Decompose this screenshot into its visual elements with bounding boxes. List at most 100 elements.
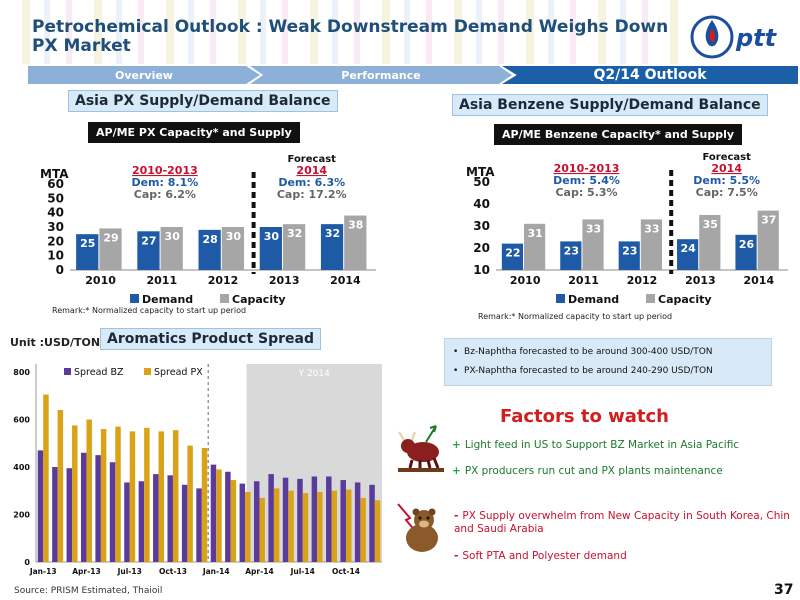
spread-bz-bar — [239, 483, 246, 562]
x-tick-label: Jul-14 — [290, 567, 315, 576]
legend-demand-swatch — [130, 294, 139, 303]
factor-positive-1: + Light feed in US to Support BZ Market i… — [452, 439, 740, 451]
spread-bz-bar — [109, 462, 116, 562]
y-tick-label: 30 — [47, 220, 64, 234]
legend-px-swatch — [144, 368, 151, 375]
legend-capacity-swatch — [220, 294, 229, 303]
spread-box-title: Aromatics Product Spread — [100, 328, 321, 350]
annotation-demand-growth: Dem: 8.1% — [131, 176, 198, 189]
spread-bz-bar — [326, 476, 332, 562]
bar-value-label: 23 — [564, 244, 579, 257]
spread-chart: Y 2014 0 200 400 600 800 Jan-13 Apr-13 Jul-13 Oct… — [13, 364, 382, 576]
x-tick-label: 2012 — [208, 274, 239, 287]
spread-bz-bar — [282, 477, 289, 562]
y-tick-label: 30 — [473, 219, 490, 233]
bar-value-label: 30 — [226, 230, 242, 243]
y-tick-label: 0 — [24, 558, 30, 567]
bar-value-label: 26 — [739, 238, 755, 251]
spread-px-bar — [345, 489, 352, 562]
bullet-px: • PX-Naphtha forecasted to be around 240… — [453, 366, 713, 376]
demand-bar — [137, 231, 160, 270]
spread-px-bar — [187, 445, 193, 562]
bz-remark: Remark:* Normalized capacity to start up… — [478, 312, 673, 321]
annotation-capacity-growth: Cap: 17.2% — [277, 188, 347, 201]
y-tick-label: 10 — [473, 263, 490, 277]
bar-value-label: 24 — [680, 242, 696, 255]
y-tick-label: 800 — [13, 368, 30, 377]
spread-px-bar — [245, 491, 251, 562]
x-tick-label: 2012 — [627, 274, 658, 287]
annotation-demand-growth: Dem: 5.5% — [693, 174, 760, 187]
bar-value-label: 37 — [761, 214, 776, 227]
x-tick-label: 2011 — [146, 274, 177, 287]
x-tick-label: Oct-14 — [332, 567, 360, 576]
capacity-bar — [582, 219, 604, 270]
bull-icon — [397, 425, 444, 472]
y-tick-label: 40 — [47, 206, 64, 220]
demand-bar — [677, 239, 699, 270]
px-box-title: Asia PX Supply/Demand Balance — [68, 90, 338, 112]
spread-bz-bar — [196, 488, 202, 562]
spread-bz-bar — [153, 474, 159, 562]
bz-sub-title: AP/ME Benzene Capacity* and Supply — [494, 124, 743, 145]
spread-px-bar — [201, 448, 208, 562]
spread-px-bar — [158, 431, 165, 562]
spread-bz-bar — [268, 474, 274, 562]
bar-value-label: 33 — [644, 222, 659, 235]
y-tick-label: 20 — [47, 234, 64, 248]
nav-overview[interactable]: Overview — [28, 66, 260, 84]
px-remark: Remark:* Normalized capacity to start up… — [52, 306, 247, 315]
spread-bz-bar — [297, 478, 303, 562]
spread-px-bar — [230, 480, 237, 562]
annotation-demand-growth: Dem: 5.4% — [553, 174, 620, 187]
y-tick-label: 0 — [56, 263, 64, 277]
demand-bar — [735, 234, 757, 270]
y-tick-label: 20 — [473, 241, 490, 255]
x-tick-label: Apr-14 — [245, 567, 273, 576]
y-tick-label: 40 — [473, 197, 490, 211]
bz-box-title: Asia Benzene Supply/Demand Balance — [452, 94, 768, 116]
source-note: Source: PRISM Estimated, Thaioil — [14, 586, 163, 596]
annotation-period: 2010-2013 — [554, 162, 620, 175]
bar-value-label: 38 — [348, 219, 363, 232]
bar-value-label: 22 — [505, 247, 520, 260]
bar-value-label: 28 — [202, 233, 217, 246]
spread-bz-bar — [138, 481, 145, 562]
x-tick-label: 2011 — [568, 274, 599, 287]
forecast-bullets: • Bz-Naphtha forecasted to be around 300… — [444, 338, 772, 386]
spread-px-bar — [57, 410, 64, 562]
spread-bz-bar — [253, 481, 260, 562]
spread-px-bar — [374, 500, 381, 562]
demand-bar — [76, 234, 99, 270]
spread-px-bar — [360, 497, 366, 562]
spread-px-bar — [172, 430, 179, 562]
legend-px-label: Spread PX — [154, 367, 203, 378]
capacity-bar — [160, 227, 183, 270]
demand-bar — [259, 227, 282, 270]
nav-outlook[interactable]: Q2/14 Outlook — [502, 66, 798, 84]
annotation-capacity-growth: Cap: 5.3% — [555, 186, 617, 199]
section-nav: Overview Performance Q2/14 Outlook — [28, 66, 798, 84]
bar-value-label: 23 — [622, 244, 637, 257]
annotation-demand-growth: Dem: 6.3% — [278, 176, 345, 189]
spread-px-bar — [115, 426, 121, 562]
factors-title: Factors to watch — [500, 406, 669, 427]
spread-bz-bar — [66, 468, 73, 562]
nav-performance[interactable]: Performance — [250, 66, 512, 84]
annotation-period: 2010-2013 — [132, 164, 198, 177]
bar-value-label: 32 — [325, 227, 340, 240]
spread-px-bar — [129, 431, 136, 562]
spread-px-bar — [259, 497, 265, 562]
annotation-capacity-growth: Cap: 7.5% — [696, 186, 758, 199]
spread-bz-bar — [369, 484, 375, 562]
header-background — [0, 0, 680, 64]
bar-value-label: 25 — [80, 237, 95, 250]
annotation-capacity-growth: Cap: 6.2% — [134, 188, 196, 201]
spread-bz-bar — [52, 467, 58, 562]
legend-demand-label: Demand — [142, 293, 193, 306]
demand-bar — [320, 224, 344, 270]
logo-text: ptt — [735, 24, 778, 52]
legend-demand-label: Demand — [568, 293, 619, 306]
x-tick-label: 2014 — [743, 274, 774, 287]
